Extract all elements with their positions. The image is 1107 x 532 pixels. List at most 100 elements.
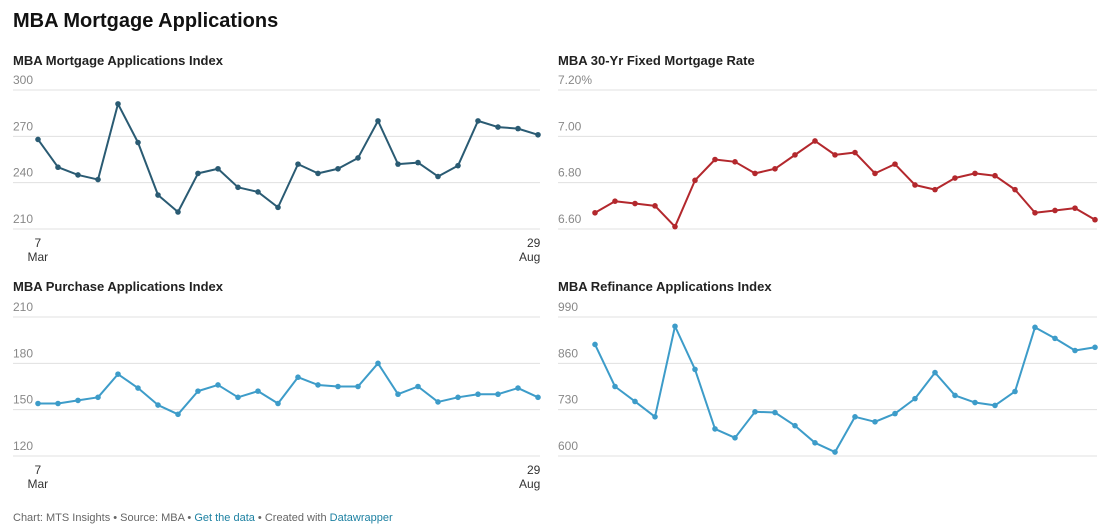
point [912, 182, 918, 188]
point [55, 164, 61, 171]
line [594, 325, 1096, 454]
point [972, 170, 978, 177]
point [1012, 388, 1018, 395]
point [135, 139, 141, 146]
point [932, 369, 938, 376]
point [852, 149, 858, 156]
point [672, 323, 678, 330]
x-tick-label: 29 Aug [519, 463, 541, 491]
point [395, 161, 401, 167]
point [275, 204, 281, 211]
point [912, 395, 918, 402]
footer-created: • Created with [255, 512, 330, 524]
point [215, 165, 221, 172]
point [872, 170, 878, 177]
point [752, 409, 758, 415]
point [652, 413, 658, 420]
line [594, 139, 1096, 228]
x-tick-label: 29 Aug [519, 236, 541, 264]
point [495, 391, 501, 398]
point [135, 385, 141, 391]
point [1072, 205, 1078, 211]
point [952, 175, 958, 181]
point [932, 186, 938, 193]
point [175, 209, 181, 215]
point [475, 391, 481, 398]
chart-title: MBA Purchase Applications Index [13, 279, 224, 294]
point [35, 136, 41, 143]
point [495, 124, 501, 130]
point [892, 161, 898, 167]
point [592, 209, 598, 216]
point [832, 152, 838, 158]
point [335, 383, 341, 390]
point [195, 388, 201, 394]
point [692, 177, 698, 184]
point [335, 165, 341, 172]
point [732, 159, 738, 165]
point [812, 138, 818, 144]
point [852, 413, 858, 420]
x-tick-label: 7 Mar [27, 236, 49, 264]
point [812, 440, 818, 446]
point [455, 394, 461, 401]
y-tick-label: 860 [558, 346, 578, 360]
point [275, 400, 281, 407]
point [415, 383, 421, 390]
tool-link[interactable]: Datawrapper [330, 512, 393, 524]
y-tick-label: 120 [13, 439, 33, 453]
point [732, 435, 738, 441]
point [415, 159, 421, 166]
point [475, 118, 481, 124]
chart-title: MBA 30-Yr Fixed Mortgage Rate [558, 53, 755, 68]
point [612, 383, 618, 390]
point [535, 131, 541, 138]
point [315, 382, 321, 388]
point [872, 418, 878, 425]
point [295, 374, 301, 381]
footer-credit: Chart: MTS Insights • Source: MBA • [13, 512, 194, 524]
point [255, 189, 261, 195]
point [632, 200, 638, 207]
point [375, 118, 381, 124]
y-tick-label: 6.60 [558, 212, 582, 226]
y-tick-label: 210 [13, 300, 33, 314]
point [612, 198, 618, 204]
chart-title: MBA Refinance Applications Index [558, 279, 772, 294]
point [952, 392, 958, 399]
point [395, 391, 401, 398]
point [355, 155, 361, 161]
point [1072, 347, 1078, 354]
point [972, 399, 978, 406]
point [315, 170, 321, 177]
line [37, 102, 539, 214]
point [355, 383, 361, 390]
point [455, 162, 461, 169]
y-tick-label: 730 [558, 393, 578, 407]
point [652, 203, 658, 209]
point [535, 394, 541, 401]
point [515, 385, 521, 391]
point [75, 172, 81, 178]
point [772, 165, 778, 172]
x-tick-label: 7 Mar [27, 463, 49, 491]
point [672, 223, 678, 230]
point [235, 184, 241, 191]
chart-title: MBA Mortgage Applications Index [13, 53, 224, 68]
point [155, 402, 161, 408]
point [175, 411, 181, 418]
point [792, 152, 798, 158]
y-tick-label: 300 [13, 73, 33, 87]
point [195, 170, 201, 177]
point [1052, 207, 1058, 214]
point [1092, 216, 1098, 223]
point [752, 170, 758, 177]
point [592, 341, 598, 348]
page-title: MBA Mortgage Applications [13, 10, 278, 32]
y-tick-label: 270 [13, 119, 33, 133]
point [255, 388, 261, 394]
y-tick-label: 240 [13, 166, 33, 180]
data-link[interactable]: Get the data [194, 512, 255, 524]
